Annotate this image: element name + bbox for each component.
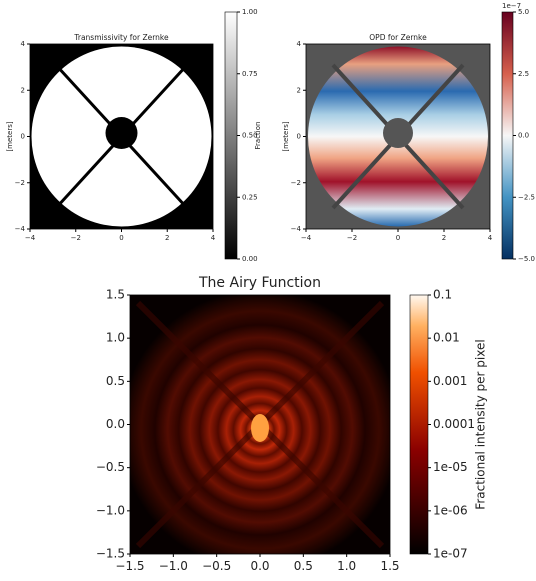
colorbar-label: Fractional intensity per pixel [474,339,488,509]
chart-title: OPD for Zernke [369,33,427,42]
y-tick-label: 4 [21,40,26,48]
colorbar-tick-label: 0.00 [242,255,258,263]
y-tick-label: 1.5 [106,288,125,302]
colorbar-tick-label: 0.0 [518,132,529,140]
y-tick-label: −2 [291,179,301,187]
colorbar-tick-label: 0.25 [242,193,258,201]
x-tick-label: 4 [488,234,493,242]
x-tick-label: 0 [119,234,123,242]
y-axis-label: [meters] [6,121,14,151]
colorbar-tick-label: −5.0 [518,255,535,263]
colorbar-tick-label: 1.00 [242,8,258,16]
colorbar-tick-label: −2.5 [518,193,535,201]
x-tick-label: −1.0 [159,559,188,573]
transmissivity-image [30,44,213,229]
colorbar-tick-label: 0.50 [242,132,258,140]
colorbar-tick-label: 0.001 [433,374,467,388]
y-tick-label: 0.0 [106,417,125,431]
colorbar-tick-label: 5.0 [518,8,529,16]
y-tick-label: 0 [21,133,25,141]
y-tick-label: −1.0 [96,503,125,517]
y-tick-label: 2 [21,86,25,94]
colorbar-tick-label: 0.01 [433,331,460,345]
colorbar [409,294,429,555]
y-tick-label: −1.5 [96,547,125,561]
y-tick-label: 2 [297,86,301,94]
x-tick-label: 1.5 [380,559,399,573]
y-tick-label: −0.5 [96,460,125,474]
x-tick-label: −2 [71,234,81,242]
colorbar-tick-label: 0.0001 [433,417,475,431]
x-tick-label: −1.5 [115,559,144,573]
colorbar-tick-label: 0.1 [433,288,452,302]
x-tick-label: 4 [211,234,216,242]
y-tick-label: 4 [297,40,302,48]
y-axis-label: [meters] [282,121,290,151]
y-tick-label: −4 [15,225,26,233]
x-tick-label: −4 [301,234,312,242]
x-tick-label: 0 [396,234,400,242]
colorbar-tick-label: 1e-05 [433,460,468,474]
airy-image [130,295,390,554]
y-tick-label: 0 [297,133,301,141]
x-tick-label: 1.0 [337,559,356,573]
colorbar-tick-label: 0.75 [242,70,258,78]
colorbar [501,11,514,260]
x-tick-label: 0.0 [250,559,269,573]
x-tick-label: 2 [165,234,169,242]
colorbar-tick-label: 1e-07 [433,547,468,561]
chart-title: Transmissivity for Zernke [73,33,169,42]
x-tick-label: 2 [442,234,446,242]
y-tick-label: 0.5 [106,374,125,388]
colorbar-label: Fraction [254,122,262,150]
x-tick-label: −2 [347,234,357,242]
y-tick-label: 1.0 [106,331,125,345]
y-tick-label: −2 [15,179,25,187]
colorbar-tick-label: 1e-06 [433,503,468,517]
x-tick-label: −4 [25,234,36,242]
chart-title: The Airy Function [198,275,321,291]
colorbar-tick-label: 2.5 [518,70,529,78]
x-tick-label: 0.5 [294,559,313,573]
opd-image [306,44,490,229]
y-tick-label: −4 [291,225,302,233]
colorbar-offset: 1e−7 [502,2,521,10]
colorbar [224,11,238,260]
x-tick-label: −0.5 [202,559,231,573]
